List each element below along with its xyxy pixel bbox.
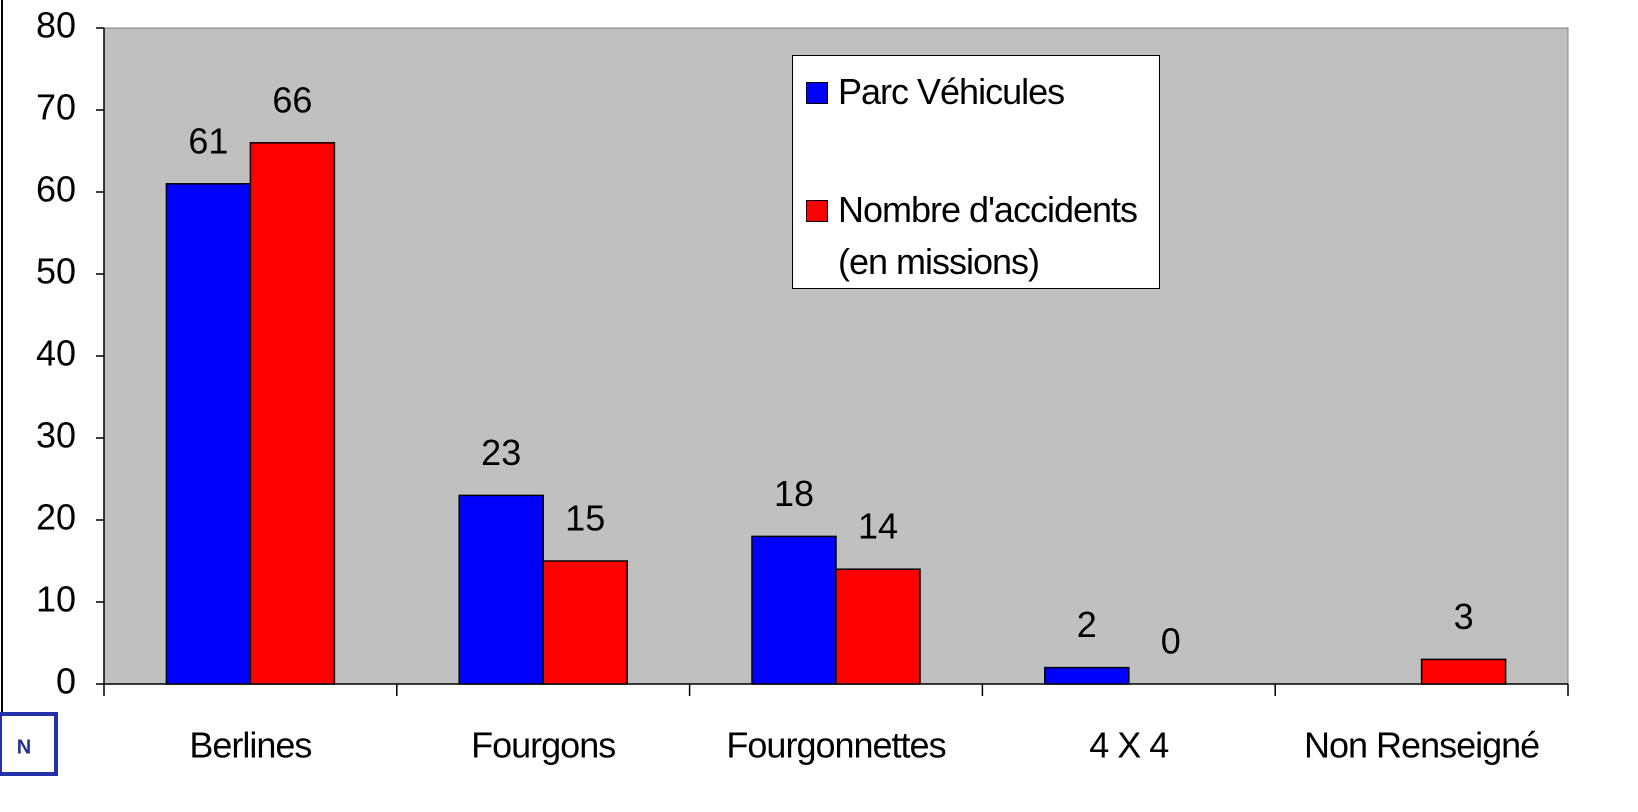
x-tick-label: Fourgonnettes (726, 725, 945, 766)
bar (165, 183, 252, 685)
bar (835, 568, 921, 685)
y-tick-label: 80 (36, 5, 76, 46)
bar (1420, 658, 1507, 685)
bar (542, 560, 628, 685)
legend-entry: Parc Véhicules (806, 66, 1158, 118)
y-tick-label: 0 (56, 661, 76, 702)
data-label: 2 (1077, 604, 1097, 645)
y-tick-label: 60 (36, 169, 76, 210)
legend-label: Parc Véhicules (838, 71, 1065, 112)
legend-swatch (806, 200, 828, 222)
logo-box (0, 712, 58, 776)
data-label: 61 (188, 120, 228, 161)
bar (1044, 666, 1130, 685)
bar (249, 142, 336, 685)
data-label: 3 (1454, 596, 1474, 637)
data-label: 18 (774, 473, 814, 514)
legend: Parc Véhicules Nombre d'accidents (en mis… (792, 55, 1160, 289)
bar (458, 494, 544, 685)
legend-entry: Nombre d'accidents (en missions) (806, 184, 1158, 288)
data-label: 23 (481, 432, 521, 473)
legend-label: Nombre d'accidents (en missions) (838, 189, 1138, 282)
y-tick-label: 40 (36, 333, 76, 374)
x-tick-label: Non Renseigné (1304, 725, 1539, 766)
y-tick-label: 30 (36, 415, 76, 456)
x-tick-label: Berlines (189, 725, 311, 766)
y-tick-label: 70 (36, 87, 76, 128)
data-label: 14 (858, 506, 898, 547)
x-tick-label: Fourgons (471, 725, 615, 766)
y-tick-label: 50 (36, 251, 76, 292)
data-label: 66 (272, 79, 312, 120)
y-tick-label: 20 (36, 497, 76, 538)
data-label: 15 (565, 498, 605, 539)
legend-swatch (806, 82, 828, 104)
logo: N (17, 736, 31, 758)
data-label: 0 (1161, 621, 1181, 662)
y-tick-label: 10 (36, 579, 76, 620)
bar (751, 535, 837, 685)
x-tick-label: 4 X 4 (1089, 725, 1168, 766)
